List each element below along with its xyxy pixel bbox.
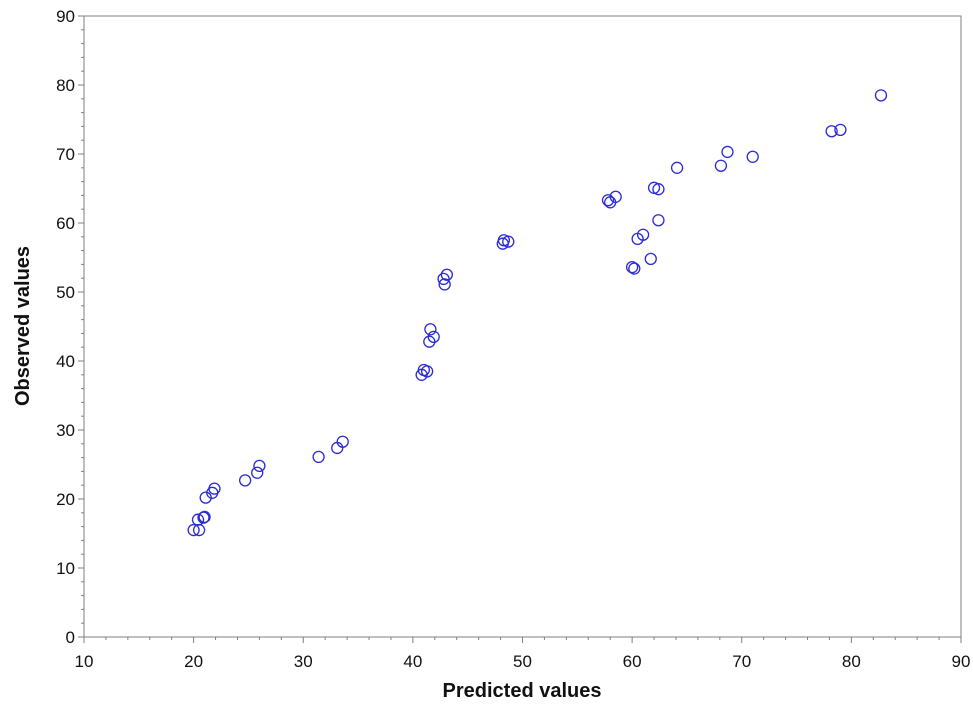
data-point	[238, 474, 252, 487]
data-point	[670, 161, 684, 174]
data-point	[437, 272, 450, 286]
y-tick-label: 20	[56, 490, 75, 509]
data-point	[502, 235, 515, 248]
x-tick-label: 10	[75, 652, 94, 671]
data-point	[652, 214, 665, 227]
plot-area	[83, 15, 962, 638]
y-tick-label: 60	[56, 214, 75, 233]
data-point	[427, 330, 440, 344]
x-tick-label: 70	[732, 652, 751, 671]
y-tick-label: 0	[66, 628, 75, 647]
data-point	[251, 466, 264, 479]
data-point	[874, 89, 888, 102]
y-tick-label: 90	[56, 7, 75, 26]
x-tick-label: 80	[842, 652, 861, 671]
data-point	[636, 228, 650, 241]
data-point	[208, 482, 221, 495]
y-axis-title: Observed values	[12, 246, 34, 406]
data-point	[438, 278, 451, 291]
data-point	[253, 459, 266, 473]
data-point	[609, 190, 622, 203]
y-tick-label: 10	[56, 559, 75, 578]
data-point	[628, 262, 641, 275]
x-tick-label: 60	[623, 652, 642, 671]
data-point	[601, 194, 615, 207]
data-point	[198, 510, 211, 524]
x-tick-label: 50	[513, 652, 532, 671]
y-tick-label: 80	[56, 76, 75, 95]
y-tick-label: 30	[56, 421, 75, 440]
data-point	[644, 252, 657, 266]
data-point	[336, 435, 349, 448]
y-tick-label: 70	[56, 145, 75, 164]
points-layer	[187, 89, 888, 537]
x-tick-label: 90	[952, 652, 971, 671]
x-tick-label: 30	[294, 652, 313, 671]
x-axis-title: Predicted values	[443, 680, 602, 702]
x-tick-label: 40	[403, 652, 422, 671]
data-point	[440, 268, 454, 281]
data-point	[714, 159, 728, 172]
x-tick-label: 20	[184, 652, 203, 671]
data-point	[834, 123, 847, 137]
data-point	[187, 523, 200, 537]
data-point	[652, 183, 665, 196]
data-point	[825, 125, 838, 138]
y-tick-label: 40	[56, 352, 75, 371]
data-point	[625, 261, 639, 274]
data-point	[312, 450, 325, 464]
data-point	[424, 323, 437, 336]
data-point	[746, 150, 759, 163]
data-point	[721, 145, 734, 159]
data-point	[191, 513, 205, 526]
data-point	[420, 365, 434, 378]
y-tick-label: 50	[56, 283, 75, 302]
